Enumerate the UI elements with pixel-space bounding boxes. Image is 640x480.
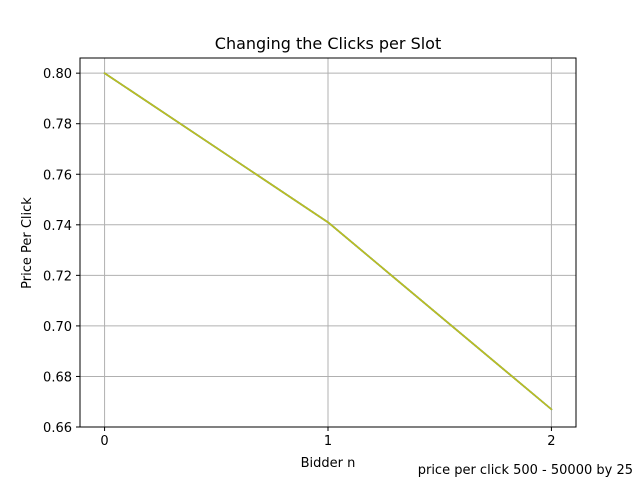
series-line-3 — [103, 72, 553, 411]
chart-title: Changing the Clicks per Slot — [215, 34, 441, 53]
y-tick-label: 0.68 — [43, 370, 72, 385]
y-tick-label: 0.76 — [43, 168, 72, 183]
x-tick-label: 0 — [100, 434, 108, 449]
y-tick-label: 0.66 — [43, 421, 72, 436]
series-lines — [103, 72, 553, 411]
y-tick-label: 0.74 — [43, 219, 72, 234]
y-axis-label: Price Per Click — [20, 197, 35, 289]
y-tick-label: 0.72 — [43, 269, 72, 284]
y-tick-label: 0.78 — [43, 118, 72, 133]
grid — [80, 58, 576, 428]
y-tick-label: 0.80 — [43, 67, 72, 82]
x-tick-label: 2 — [547, 434, 555, 449]
y-tick-label: 0.70 — [43, 320, 72, 335]
x-axis-ticks: 0 1 2 — [100, 427, 556, 449]
x-tick-label: 1 — [324, 434, 332, 449]
y-axis-ticks: 0.66 0.68 0.70 0.72 0.74 0.76 0.78 0.80 — [43, 67, 80, 436]
footnote: price per click 500 - 50000 by 25 — [418, 463, 633, 478]
x-axis-label: Bidder n — [301, 456, 356, 471]
